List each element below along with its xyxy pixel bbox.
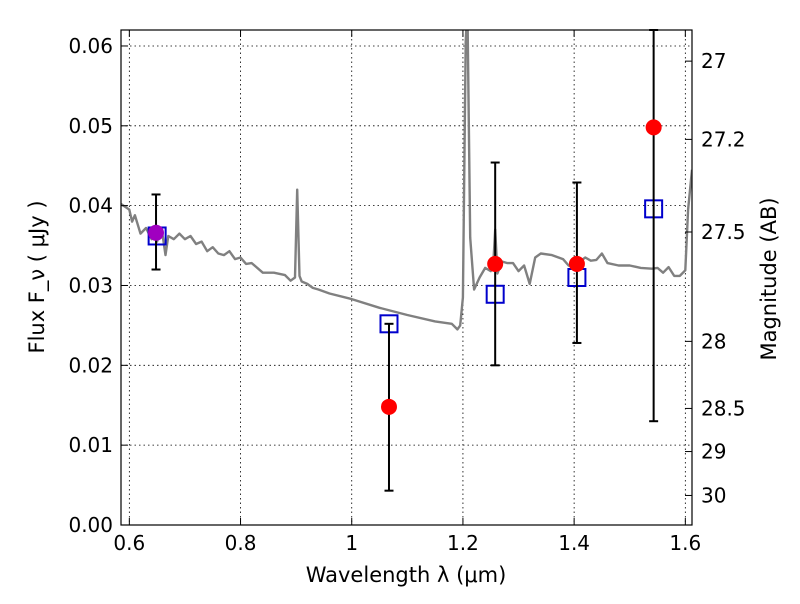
tick-layer: 0.6 0.8 1 1.2 1.4 1.6 0.00 0.01 0.02 0.03 0.04 0.05… <box>68 30 746 555</box>
y-tick-label: 0.00 <box>68 513 113 537</box>
x-tick-label: 1.2 <box>447 531 479 555</box>
observed-point <box>487 255 504 272</box>
y2-tick-label: 30 <box>701 483 726 507</box>
observed-point <box>148 224 165 241</box>
y2-tick-label: 29 <box>701 440 726 464</box>
y-tick-label: 0.01 <box>68 433 113 457</box>
observed-point <box>568 255 585 272</box>
y2-tick-label: 27.5 <box>701 220 746 244</box>
x-tick-label: 0.8 <box>225 531 257 555</box>
model-spectrum-line <box>121 30 692 331</box>
y2-tick-label: 28 <box>701 329 726 353</box>
y2-tick-label: 27.2 <box>701 127 746 151</box>
y-axis-title: Flux F_ν ( μJy ) <box>25 200 50 353</box>
y-tick-label: 0.02 <box>68 353 113 377</box>
observed-layer <box>148 29 662 492</box>
x-axis-title: Wavelength λ (μm) <box>306 563 507 587</box>
y-tick-label: 0.06 <box>68 34 113 58</box>
y-tick-label: 0.05 <box>68 114 113 138</box>
observed-point <box>380 398 397 415</box>
observed-point <box>645 119 662 136</box>
x-tick-label: 0.6 <box>113 531 145 555</box>
x-tick-label: 1 <box>345 531 358 555</box>
x-tick-label: 1.6 <box>669 531 701 555</box>
y2-axis-title: Magnitude (AB) <box>757 197 781 360</box>
y2-tick-label: 27 <box>701 49 726 73</box>
y-tick-label: 0.04 <box>68 194 113 218</box>
plot-background <box>121 30 692 525</box>
x-tick-label: 1.4 <box>558 531 590 555</box>
y-tick-label: 0.03 <box>68 273 113 297</box>
plot-frame <box>120 29 693 526</box>
y2-tick-label: 28.5 <box>701 396 746 420</box>
